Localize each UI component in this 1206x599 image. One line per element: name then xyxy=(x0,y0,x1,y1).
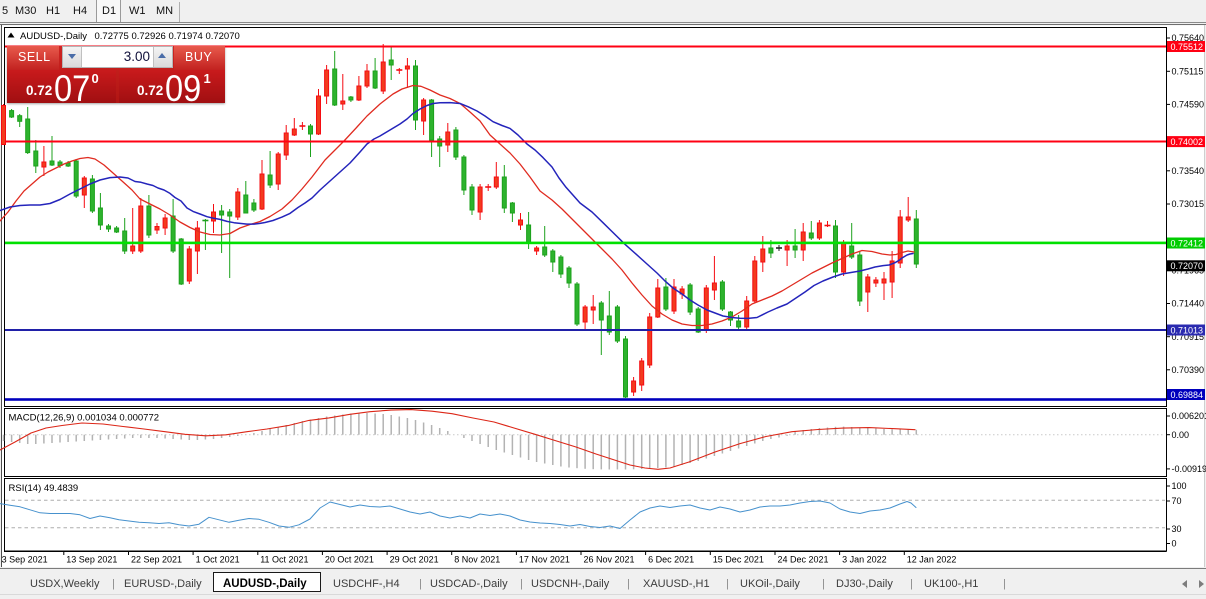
svg-text:30: 30 xyxy=(1172,524,1182,534)
svg-text:0.72412: 0.72412 xyxy=(1171,238,1204,248)
svg-text:11 Oct 2021: 11 Oct 2021 xyxy=(260,555,308,565)
svg-text:0.72070: 0.72070 xyxy=(1171,261,1204,271)
svg-text:15 Dec 2021: 15 Dec 2021 xyxy=(713,555,764,565)
svg-text:100: 100 xyxy=(1172,481,1187,491)
svg-text:8 Nov 2021: 8 Nov 2021 xyxy=(454,555,500,565)
svg-text:3 Jan 2022: 3 Jan 2022 xyxy=(842,555,887,565)
svg-text:1 Oct 2021: 1 Oct 2021 xyxy=(196,555,240,565)
svg-text:0.006201: 0.006201 xyxy=(1172,411,1206,421)
svg-text:0.74002: 0.74002 xyxy=(1171,137,1204,147)
svg-text:0.71440: 0.71440 xyxy=(1172,299,1205,309)
svg-text:0.75115: 0.75115 xyxy=(1172,67,1204,77)
svg-text:0.72775 0.72926 0.71974 0.7207: 0.72775 0.72926 0.71974 0.72070 xyxy=(95,31,240,42)
svg-text:MACD(12,26,9) 0.001034 0.00077: MACD(12,26,9) 0.001034 0.000772 xyxy=(9,413,160,424)
svg-text:0.71013: 0.71013 xyxy=(1171,325,1204,335)
svg-text:0.73015: 0.73015 xyxy=(1172,199,1205,209)
svg-text:0.70390: 0.70390 xyxy=(1172,365,1205,375)
svg-text:29 Oct 2021: 29 Oct 2021 xyxy=(390,555,439,565)
svg-text:0.73540: 0.73540 xyxy=(1172,166,1205,176)
svg-text:0.00: 0.00 xyxy=(1172,430,1190,440)
svg-text:24 Dec 2021: 24 Dec 2021 xyxy=(778,555,829,565)
svg-text:13 Sep 2021: 13 Sep 2021 xyxy=(66,555,117,565)
svg-text:17 Nov 2021: 17 Nov 2021 xyxy=(519,555,570,565)
svg-text:-0.00919: -0.00919 xyxy=(1172,464,1206,474)
svg-text:26 Nov 2021: 26 Nov 2021 xyxy=(584,555,635,565)
svg-text:0: 0 xyxy=(1172,539,1177,549)
svg-text:0.75512: 0.75512 xyxy=(1171,42,1204,52)
svg-text:AUDUSD-,Daily: AUDUSD-,Daily xyxy=(20,31,87,42)
svg-text:RSI(14) 49.4839: RSI(14) 49.4839 xyxy=(9,483,79,494)
svg-text:6 Dec 2021: 6 Dec 2021 xyxy=(648,555,694,565)
svg-text:0.75640: 0.75640 xyxy=(1172,33,1205,43)
svg-text:20 Oct 2021: 20 Oct 2021 xyxy=(325,555,374,565)
svg-text:12 Jan 2022: 12 Jan 2022 xyxy=(907,555,957,565)
svg-text:22 Sep 2021: 22 Sep 2021 xyxy=(131,555,182,565)
svg-text:0.69884: 0.69884 xyxy=(1171,390,1204,400)
svg-text:70: 70 xyxy=(1172,496,1182,506)
svg-text:0.70915: 0.70915 xyxy=(1172,332,1205,342)
svg-text:3 Sep 2021: 3 Sep 2021 xyxy=(2,555,48,565)
svg-text:0.74590: 0.74590 xyxy=(1172,100,1205,110)
